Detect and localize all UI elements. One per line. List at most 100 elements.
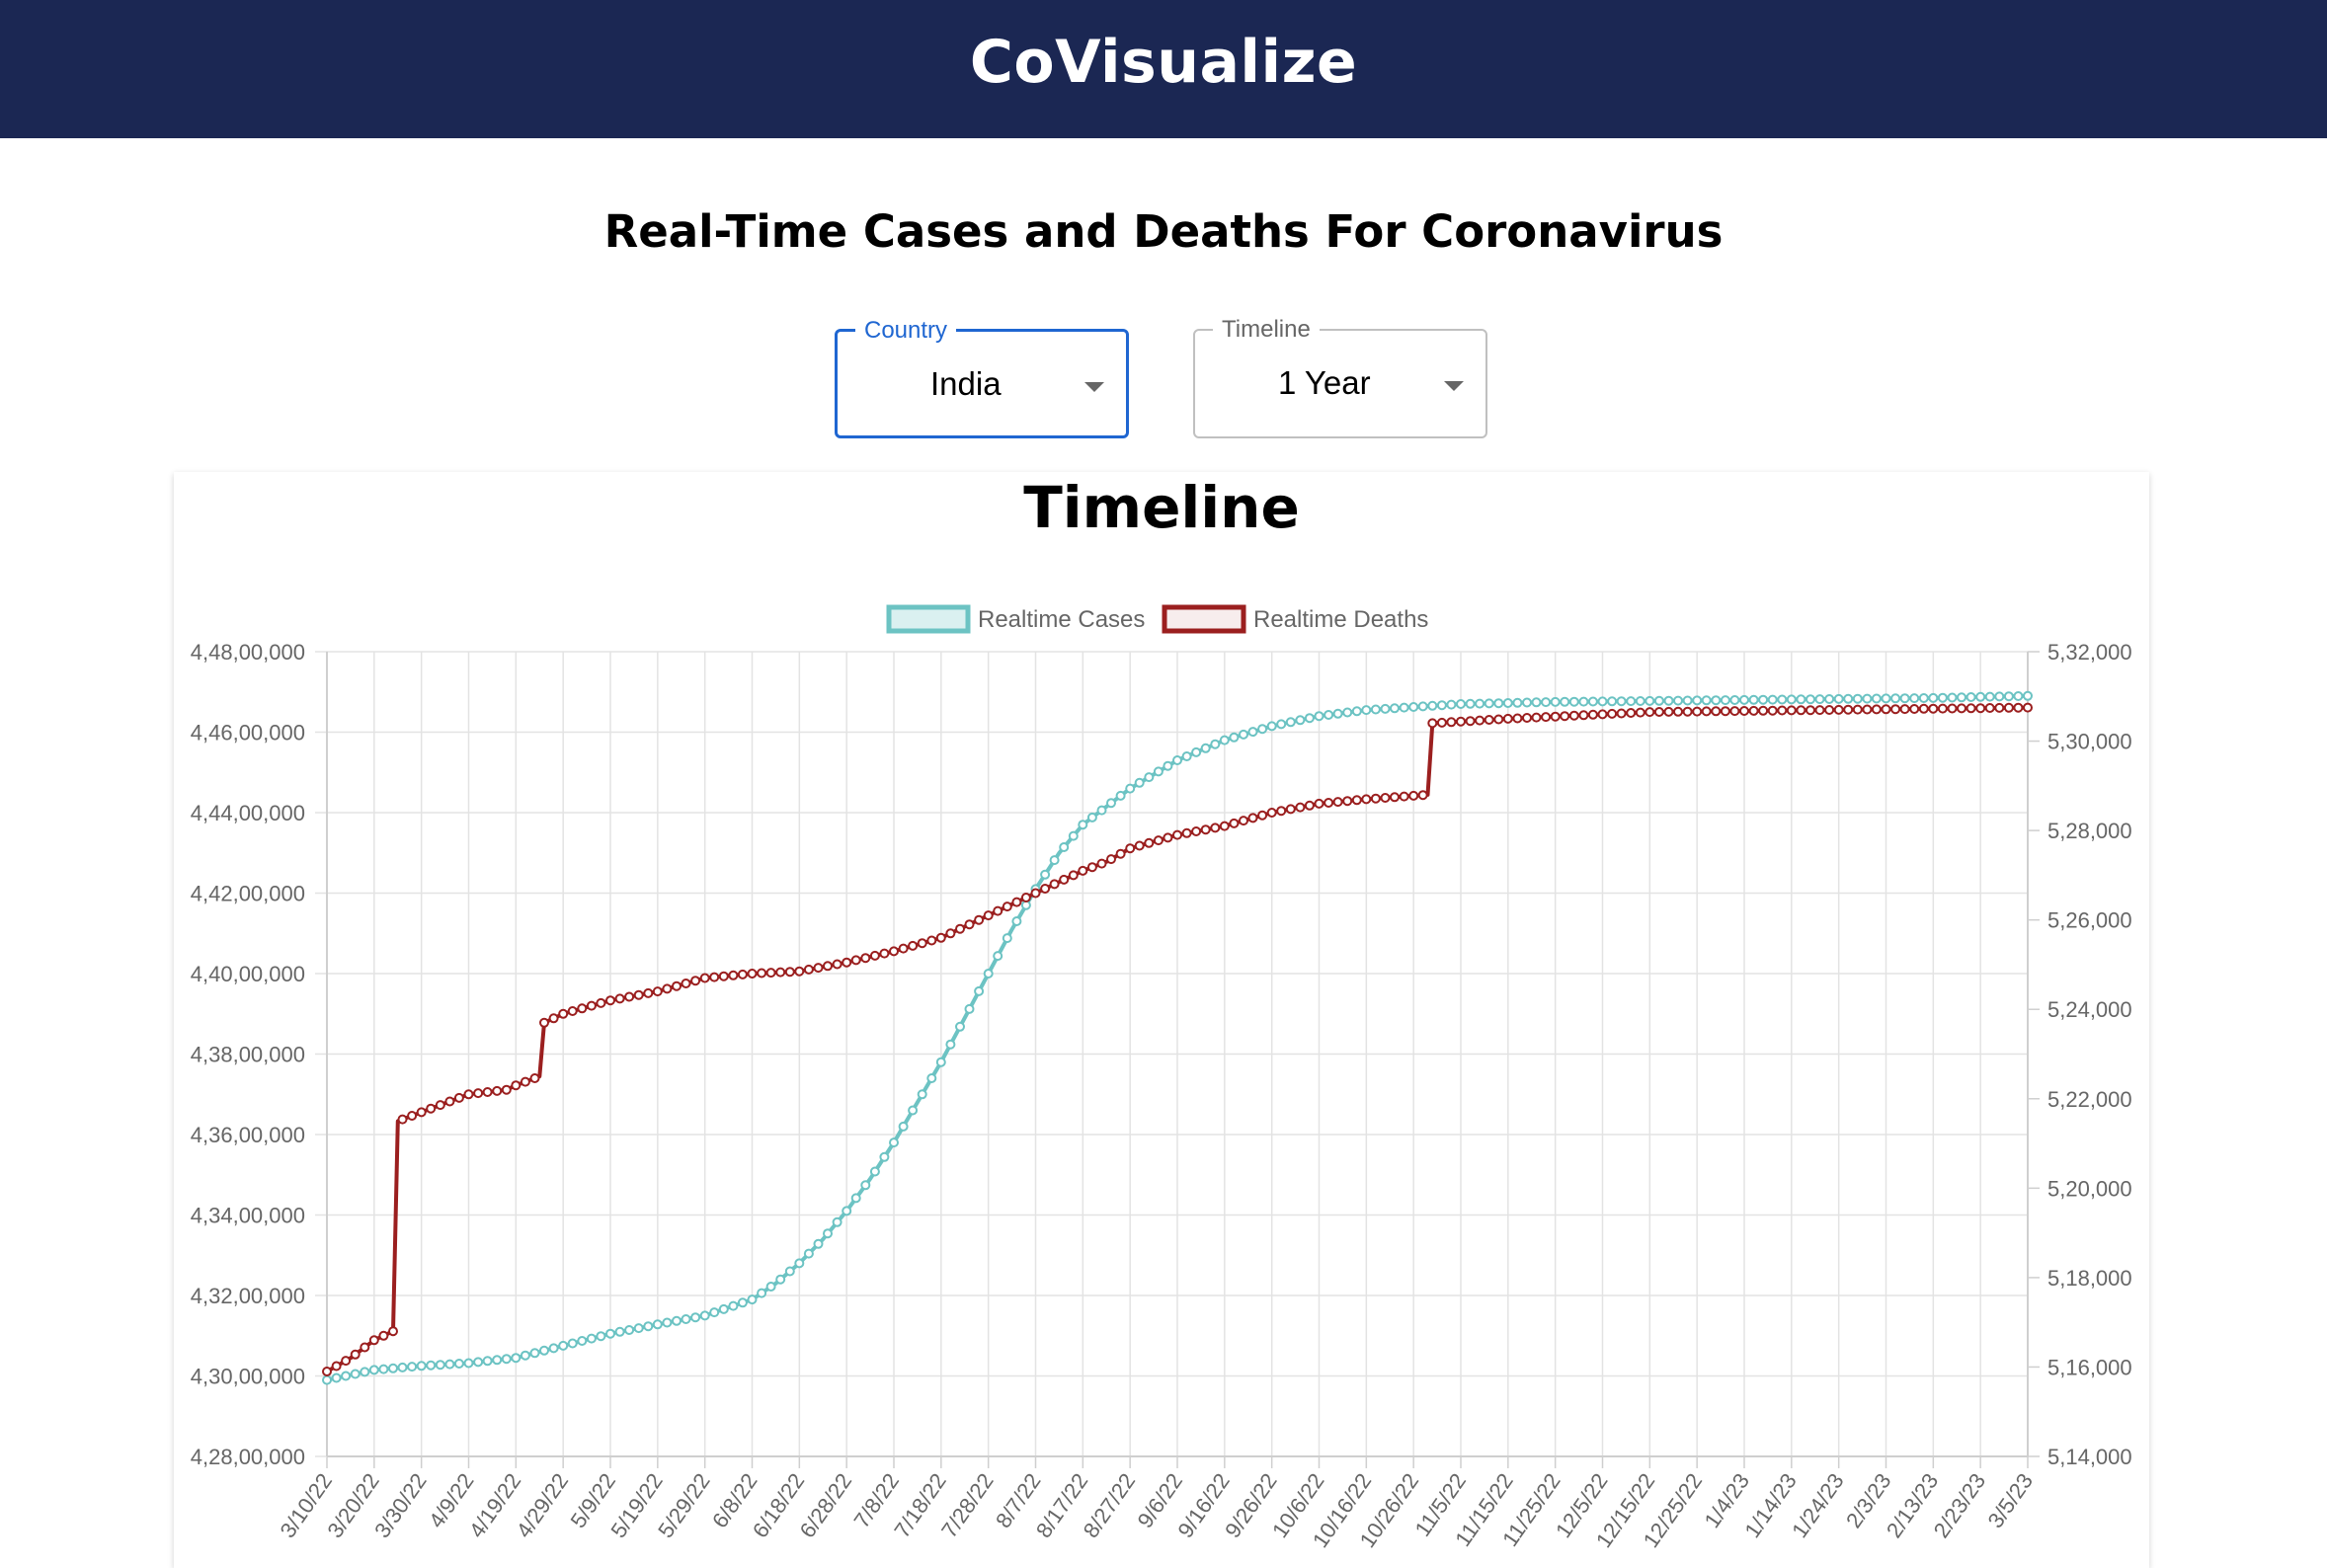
cases-point [1465, 698, 1476, 709]
cases-point [983, 969, 994, 979]
cases-point [813, 1238, 824, 1249]
deaths-point [1465, 716, 1476, 727]
deaths-point [1512, 713, 1523, 724]
deaths-point [681, 979, 691, 988]
deaths-point [1748, 705, 1759, 716]
cases-point [662, 1317, 673, 1328]
y-left-tick-label: 4,32,00,000 [191, 1284, 305, 1308]
deaths-point [1276, 806, 1287, 817]
cases-point [1106, 798, 1116, 809]
deaths-point [558, 1008, 569, 1019]
deaths-point [341, 1356, 352, 1367]
cases-point [1947, 692, 1958, 703]
cases-point [1899, 693, 1910, 704]
cases-point [586, 1333, 597, 1344]
cases-point [453, 1359, 464, 1369]
deaths-point [1002, 902, 1012, 912]
deaths-point [1172, 829, 1182, 840]
cases-point [1796, 694, 1806, 705]
deaths-point [1635, 707, 1645, 718]
chevron-down-icon[interactable] [1444, 381, 1464, 391]
cases-point [2023, 690, 2033, 701]
deaths-point [605, 995, 615, 1006]
cases-point [1040, 869, 1051, 880]
cases-point [1456, 699, 1466, 709]
deaths-point [784, 967, 795, 978]
cases-point [765, 1282, 776, 1292]
cases-point [728, 1300, 739, 1311]
cases-point [1720, 695, 1730, 706]
deaths-point [1957, 703, 1966, 714]
deaths-point [482, 1087, 493, 1097]
cases-point [1701, 695, 1712, 706]
cases-point [1862, 693, 1873, 704]
cases-point [426, 1360, 437, 1371]
deaths-point [1673, 706, 1683, 717]
deaths-point [1814, 705, 1825, 716]
deaths-point [728, 970, 739, 980]
deaths-point [869, 950, 880, 961]
page-title: Real-Time Cases and Deaths For Coronavir… [603, 205, 1724, 258]
cases-point [747, 1294, 758, 1305]
cases-point [1417, 701, 1428, 712]
deaths-point [1550, 711, 1561, 722]
cases-point [1153, 766, 1164, 777]
deaths-point [823, 961, 833, 972]
cases-point [1767, 694, 1778, 705]
deaths-point [983, 910, 994, 921]
cases-point [1541, 697, 1552, 708]
deaths-point [1342, 796, 1353, 807]
cases-point [1729, 695, 1740, 705]
country-select[interactable]: Country India [835, 316, 1129, 438]
deaths-point [1484, 715, 1494, 725]
deaths-point [1436, 717, 1447, 728]
deaths-point [662, 983, 673, 994]
legend-label: Realtime Cases [978, 606, 1145, 633]
deaths-point [1456, 716, 1466, 727]
deaths-point [672, 980, 682, 991]
cases-point [1824, 694, 1835, 704]
app-title[interactable]: CoVisualize [969, 28, 1358, 97]
deaths-point [1966, 703, 1976, 714]
cases-point [1011, 916, 1022, 926]
deaths-point [1786, 705, 1797, 716]
cases-point [718, 1303, 729, 1314]
cases-point [1512, 697, 1523, 708]
y-right-tick-label: 5,18,000 [2047, 1266, 2132, 1291]
cases-point [1833, 693, 1844, 704]
cases-point [690, 1312, 701, 1323]
deaths-point [444, 1096, 455, 1107]
x-tick-label: 3/5/23 [1983, 1469, 2039, 1532]
deaths-point [1909, 704, 1920, 714]
timeline-select[interactable]: Timeline 1 Year [1193, 315, 1487, 438]
y-right-tick-label: 5,26,000 [2047, 908, 2132, 933]
cases-point [605, 1328, 615, 1339]
cases-point [1616, 696, 1627, 707]
cases-point [1994, 691, 2005, 702]
chevron-down-icon[interactable] [1084, 382, 1104, 392]
cases-point [463, 1358, 474, 1369]
deaths-point [1975, 703, 1986, 714]
deaths-point [1502, 713, 1513, 724]
deaths-point [765, 968, 776, 979]
cases-point [444, 1359, 455, 1370]
deaths-point [1427, 718, 1438, 729]
cases-point [558, 1340, 569, 1351]
cases-point [1436, 700, 1447, 711]
country-select-label: Country [855, 316, 957, 346]
deaths-point [1541, 712, 1552, 723]
y-left-tick-label: 4,40,00,000 [191, 962, 305, 986]
cases-point [898, 1121, 909, 1132]
cases-point [1843, 693, 1854, 704]
cases-point [1096, 805, 1107, 816]
cases-point [1748, 694, 1759, 705]
cases-point [879, 1151, 890, 1162]
deaths-point [860, 953, 871, 964]
cases-point [1210, 739, 1221, 749]
cases-point [407, 1362, 418, 1372]
deaths-point [1210, 823, 1221, 833]
cases-point [672, 1315, 682, 1326]
deaths-point [1607, 708, 1618, 719]
deaths-point [435, 1100, 445, 1111]
cases-point [1295, 715, 1306, 726]
